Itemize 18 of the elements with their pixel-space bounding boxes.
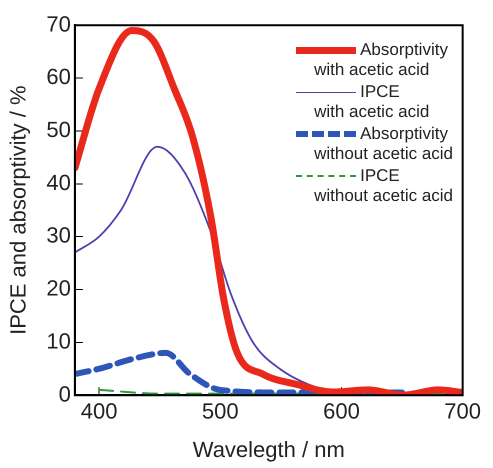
y-tick-label: 30 (46, 222, 71, 248)
y-tick-label: 40 (46, 170, 71, 195)
legend-label: IPCE with acetic acid (313, 82, 430, 122)
y-tick-label: 50 (46, 116, 71, 142)
x-axis-title: Wavelegth / nm (192, 436, 345, 462)
legend-label: Absorptivity without acetic acid (313, 124, 453, 164)
y-tick-label: 20 (46, 276, 71, 301)
x-tick-label: 500 (202, 398, 239, 424)
y-tick-label: 10 (46, 328, 71, 354)
x-tick-label: 400 (80, 398, 118, 424)
legend-label: Absorptivity with acetic acid (313, 40, 448, 80)
x-tick-label: 700 (444, 398, 482, 424)
y-tick-label: 60 (46, 64, 71, 90)
y-axis-title: IPCE and absorptivity / % (5, 85, 30, 335)
y-tick-label: 0 (58, 381, 71, 406)
legend-label: IPCE without acetic acid (313, 166, 453, 206)
x-tick-label: 600 (323, 398, 360, 424)
y-tick-label: 70 (46, 11, 71, 36)
